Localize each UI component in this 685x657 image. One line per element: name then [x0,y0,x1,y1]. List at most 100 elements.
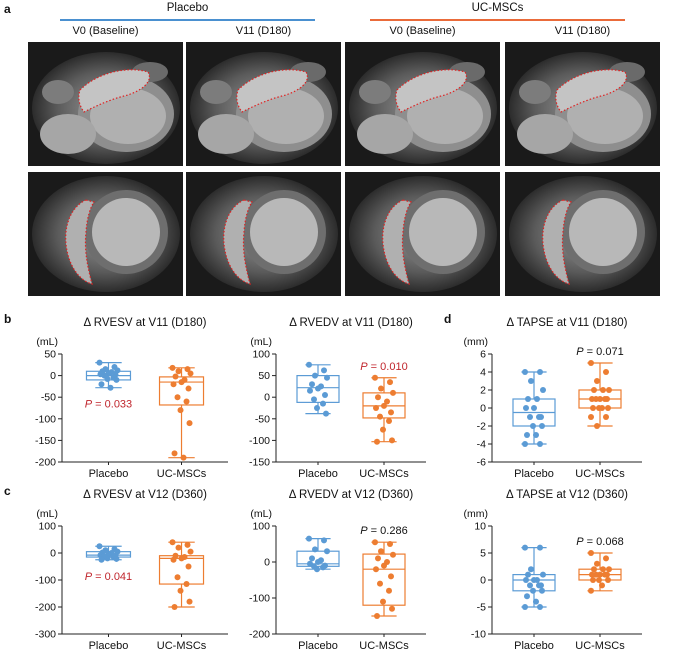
data-point [593,396,599,402]
y-tick-label: -300 [35,629,56,641]
mri-image-four-chamber-2 [186,42,341,166]
panel-letter-b: b [4,312,12,326]
data-point [374,613,380,619]
data-point [183,398,190,405]
data-point [534,396,540,402]
chart-svg-b2: Δ RVEDV at V11 (D180) (mL)100 50 0 -50 -100 -1… [249,317,426,480]
data-point [373,566,379,573]
group-label-placebo: Placebo [166,2,209,14]
y-tick-label: 50 [44,349,56,361]
y-tick-label: 0 [50,548,56,560]
data-point [591,566,597,573]
group-line-placebo [60,19,315,21]
data-point [603,414,609,420]
chart-svg-d2: Δ TAPSE at V12 (D360) (mm)10 5 0 -5 -10 Placeb… [464,489,642,652]
y-tick-label: 100 [38,521,56,533]
data-point [169,364,176,371]
data-point [306,535,312,542]
data-point [537,544,543,551]
data-point [309,381,315,388]
data-point [375,555,381,562]
y-tick-label: -2 [477,421,486,433]
data-point [107,384,114,391]
data-point [185,563,192,570]
p-value-label: P = 0.041 [85,571,132,583]
data-point [522,441,528,447]
mri-image-four-chamber-3 [345,42,500,166]
p-value-label: P = 0.071 [576,346,623,358]
p-value-label: P = 0.033 [85,399,132,411]
x-category-label: UC-MSCs [575,468,625,480]
data-point [539,587,545,594]
mri-image-short-axis-3 [345,172,500,296]
x-category-label: UC-MSCs [575,640,625,652]
data-point [524,432,530,438]
data-point [600,566,606,573]
data-point [312,546,318,553]
data-point [525,396,531,402]
y-tick-label: 10 [474,521,486,533]
data-point [372,539,378,546]
data-point [320,564,326,571]
y-tick-label: 0 [480,403,486,415]
data-point [98,381,105,388]
data-point [390,551,396,558]
x-category-label: UC-MSCs [359,468,409,480]
data-point [588,360,594,366]
data-point [533,432,539,438]
data-point [184,366,191,373]
data-point [389,437,395,444]
data-point [177,407,184,414]
y-tick-label: -200 [35,602,56,614]
data-point [381,562,387,569]
data-point [599,582,605,589]
data-point [171,604,178,610]
data-point [588,550,594,556]
data-point [104,376,111,383]
y-tick-label: -150 [35,435,56,447]
data-point [170,556,177,563]
data-point [113,555,120,562]
data-point [591,387,597,393]
data-point [596,577,602,583]
y-axis-unit: (mL) [250,508,272,520]
data-point [104,555,111,562]
y-tick-label: -200 [35,457,56,469]
data-point [593,571,599,578]
data-point [380,598,386,605]
data-point [185,385,192,392]
data-point [178,555,185,562]
y-axis-unit: (mL) [250,336,272,348]
data-point [537,604,543,610]
chart-title: Δ TAPSE at V11 (D180) [506,317,627,329]
y-axis-unit: (mL) [36,336,58,348]
data-point [172,373,179,380]
column-label-ucmsc-baseline: V0 (Baseline) [389,25,456,37]
data-point [522,604,528,610]
data-point [525,571,531,578]
data-point [377,580,383,587]
data-point [524,593,530,600]
panel-letter-d: d [444,312,452,326]
chart-rvesv-v11: Δ RVESV at V11 (D180) (mL) 50 0 -50 -100 -150 -… [10,314,238,480]
data-point [531,577,537,583]
data-point [536,414,542,420]
data-point [522,369,528,375]
data-point [306,361,312,368]
data-point [186,598,193,605]
data-point [599,405,605,411]
group-label-ucmsc: UC-MSCs [471,2,524,14]
data-point [388,573,394,580]
x-category-label: Placebo [298,640,338,652]
column-label-placebo-baseline: V0 (Baseline) [72,25,139,37]
x-category-label: UC-MSCs [157,640,207,652]
y-tick-label: -100 [35,413,56,425]
data-point [380,426,386,433]
data-point [373,405,379,411]
mri-image-short-axis-2 [186,172,341,296]
data-point [384,398,390,405]
data-point [311,396,317,403]
data-point [174,574,181,581]
y-tick-label: -100 [35,575,56,587]
data-point [377,413,383,420]
